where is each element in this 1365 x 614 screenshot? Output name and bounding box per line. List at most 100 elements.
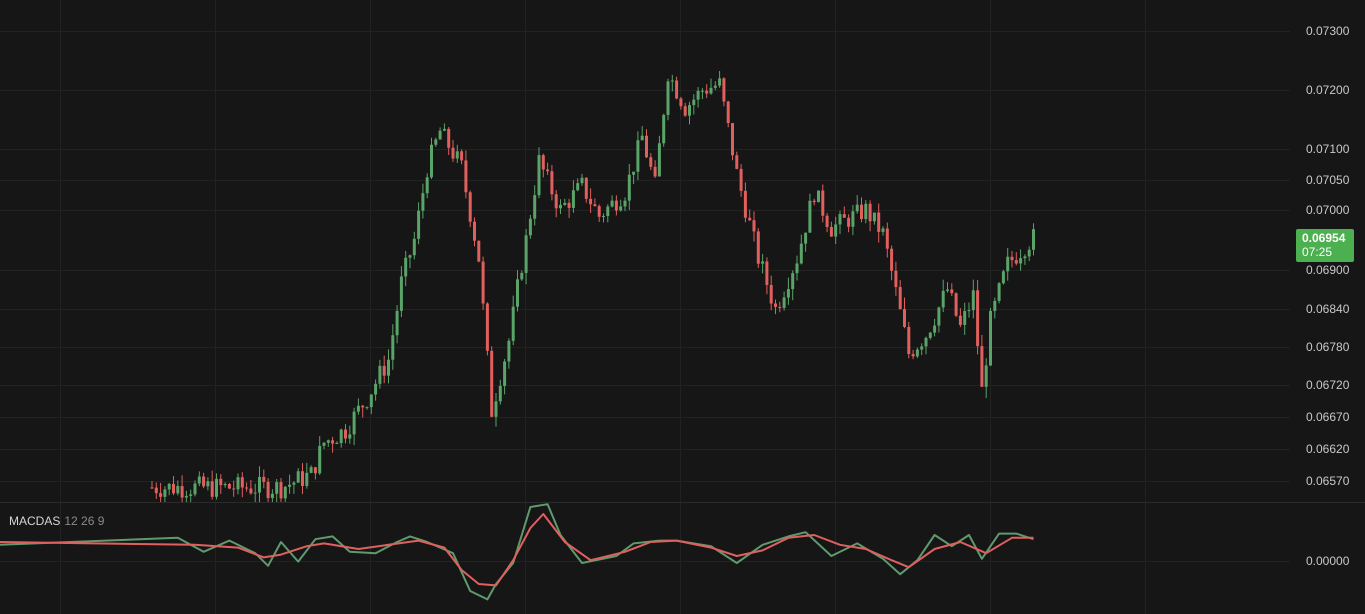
candle-body: [597, 206, 601, 217]
candle: [554, 190, 558, 218]
candle: [666, 78, 670, 121]
candle-body: [614, 200, 618, 211]
candle: [696, 87, 700, 108]
candle-body: [967, 310, 971, 312]
candle: [670, 74, 674, 92]
candle-body: [206, 481, 210, 487]
candle: [283, 485, 287, 502]
candle: [881, 226, 885, 236]
candle-body: [296, 471, 300, 483]
candle: [649, 153, 653, 171]
candle-body: [421, 193, 425, 211]
candle: [645, 129, 648, 158]
candle: [619, 199, 623, 212]
candle: [262, 469, 266, 489]
candle: [184, 490, 188, 502]
candle-body: [765, 261, 769, 285]
candle: [739, 163, 743, 197]
candle-body: [683, 106, 687, 116]
candle: [954, 292, 958, 318]
candle: [382, 355, 386, 384]
candle-body: [709, 87, 713, 94]
candle-body: [692, 99, 696, 106]
indicator-axis[interactable]: 0.00000: [1306, 554, 1350, 568]
candle: [288, 474, 292, 494]
candle: [946, 282, 949, 293]
candle-body: [688, 105, 691, 116]
candle-body: [623, 200, 627, 207]
candle: [627, 164, 631, 211]
candle-body: [881, 228, 885, 232]
candle: [683, 102, 687, 117]
candle-body: [705, 90, 709, 94]
candle: [911, 349, 915, 360]
candle: [576, 178, 580, 192]
candle: [305, 462, 309, 489]
candle-body: [197, 476, 201, 484]
candle: [735, 151, 739, 170]
candle-body: [993, 300, 997, 311]
candle: [176, 480, 180, 496]
candle-body: [331, 440, 335, 444]
indicator-legend[interactable]: MACDAS 12 26 9: [9, 514, 104, 528]
candle-body: [352, 411, 356, 435]
candle-body: [786, 289, 790, 298]
candle: [1006, 248, 1010, 281]
candle: [361, 404, 365, 418]
price-tick-label: 0.06570: [1306, 474, 1350, 488]
candle-body: [344, 429, 347, 439]
candle-body: [326, 440, 330, 443]
candle-body: [731, 123, 734, 156]
candle-body: [778, 306, 782, 308]
candle: [395, 305, 399, 344]
candle-body: [825, 215, 829, 227]
candle: [318, 436, 322, 475]
candle-body: [361, 405, 365, 408]
candle: [232, 480, 236, 497]
candle-body: [468, 192, 472, 222]
candle: [971, 279, 975, 319]
candle-body: [602, 216, 605, 218]
candle-body: [434, 139, 438, 145]
candle: [1014, 252, 1018, 266]
candle-body: [494, 401, 498, 417]
candle-body: [283, 486, 287, 499]
candle-body: [851, 211, 855, 227]
candle: [352, 407, 356, 446]
candle-body: [847, 217, 851, 227]
candle: [537, 147, 541, 199]
price-axis[interactable]: 0.07300 0.07200 0.07100 0.07050 0.07000 0.069…: [1306, 24, 1350, 488]
candle-body: [722, 78, 726, 102]
candle: [851, 205, 855, 236]
candle: [503, 358, 507, 395]
candle-body: [279, 482, 283, 499]
candle: [786, 277, 790, 305]
candle-body: [1014, 260, 1018, 264]
candle-body: [645, 135, 648, 158]
candle-body: [997, 283, 1001, 301]
candle: [795, 255, 799, 281]
candle: [481, 256, 485, 310]
candle: [391, 324, 395, 370]
candle-body: [464, 160, 468, 193]
candle-body: [301, 471, 304, 486]
candle-body: [1006, 256, 1010, 272]
candle: [597, 204, 601, 222]
candle: [150, 480, 154, 489]
candle: [584, 177, 588, 203]
candle: [657, 135, 661, 177]
candle: [774, 299, 777, 315]
candle-body: [550, 171, 554, 195]
candle: [765, 257, 769, 295]
candle: [524, 228, 528, 285]
candle-body: [227, 483, 231, 489]
candle-body: [593, 204, 597, 207]
price-tick-label: 0.07200: [1306, 83, 1350, 97]
candle-body: [378, 365, 382, 384]
candle: [275, 479, 279, 502]
candle: [580, 173, 584, 186]
candle-body: [395, 310, 399, 336]
macd-tick-label: 0.00000: [1306, 554, 1350, 568]
